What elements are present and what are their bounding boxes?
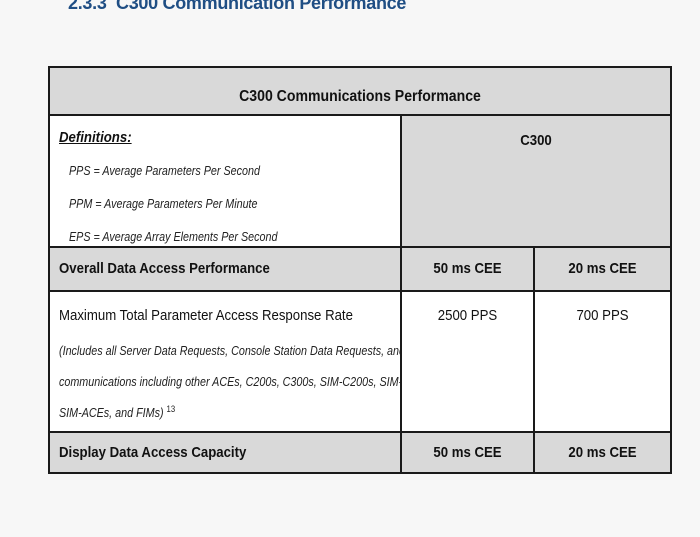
definition-pps: PPS = Average Parameters Per Second <box>69 164 260 178</box>
row-max-rate-col2-cell: 700 PPS <box>535 292 670 431</box>
row-display-label-cell: Display Data Access Capacity <box>50 433 400 472</box>
footnote-marker: 13 <box>166 404 176 414</box>
definition-ppm: PPM = Average Parameters Per Minute <box>69 197 258 211</box>
row-max-rate-label-cell: Maximum Total Parameter Access Response … <box>50 292 436 431</box>
controller-header: C300 <box>520 132 552 149</box>
rule-under-definitions <box>50 246 670 248</box>
row-max-rate-note-3: SIM-ACEs, and FIMs) 13 <box>59 404 175 420</box>
row-overall-col1: 50 ms CEE <box>433 260 502 277</box>
row-max-rate-label: Maximum Total Parameter Access Response … <box>59 307 353 324</box>
definitions-heading: Definitions: <box>59 129 132 146</box>
rule-under-title <box>50 114 670 116</box>
row-display-col1-cell: 50 ms CEE <box>402 433 533 472</box>
rule-under-overall <box>50 290 670 292</box>
table-title-cell: C300 Communications Performance <box>50 68 670 114</box>
row-overall-label: Overall Data Access Performance <box>59 260 270 277</box>
rule-under-max-rate <box>50 431 670 433</box>
row-display-col1: 50 ms CEE <box>433 444 502 461</box>
row-overall-col2: 20 ms CEE <box>568 260 637 277</box>
row-max-rate-note-2: communications including other ACEs, C20… <box>59 375 437 389</box>
row-max-rate-col1-cell: 2500 PPS <box>402 292 533 431</box>
row-max-rate-note-1: (Includes all Server Data Requests, Cons… <box>59 344 430 358</box>
section-heading: 2.3.3 C300 Communication Performance <box>68 0 406 14</box>
row-display-col2: 20 ms CEE <box>568 444 637 461</box>
row-display-col2-cell: 20 ms CEE <box>535 433 670 472</box>
rule-value-columns <box>533 246 535 472</box>
definitions-cell: Definitions: PPS = Average Parameters Pe… <box>50 116 400 246</box>
table-title: C300 Communications Performance <box>239 88 481 105</box>
section-title: C300 Communication Performance <box>116 0 407 13</box>
controller-header-cell: C300 <box>402 116 670 246</box>
row-overall-label-cell: Overall Data Access Performance <box>50 248 400 290</box>
section-number: 2.3.3 <box>68 0 107 13</box>
rule-label-column <box>400 114 402 472</box>
performance-table: C300 Communications Performance Definiti… <box>48 66 672 474</box>
row-overall-col1-cell: 50 ms CEE <box>402 248 533 290</box>
row-max-rate-col1: 2500 PPS <box>437 307 498 324</box>
row-display-label: Display Data Access Capacity <box>59 444 247 461</box>
row-overall-col2-cell: 20 ms CEE <box>535 248 670 290</box>
definition-eps: EPS = Average Array Elements Per Second <box>69 230 278 244</box>
row-max-rate-note-3-text: SIM-ACEs, and FIMs) <box>59 406 164 421</box>
row-max-rate-col2: 700 PPS <box>576 307 629 324</box>
